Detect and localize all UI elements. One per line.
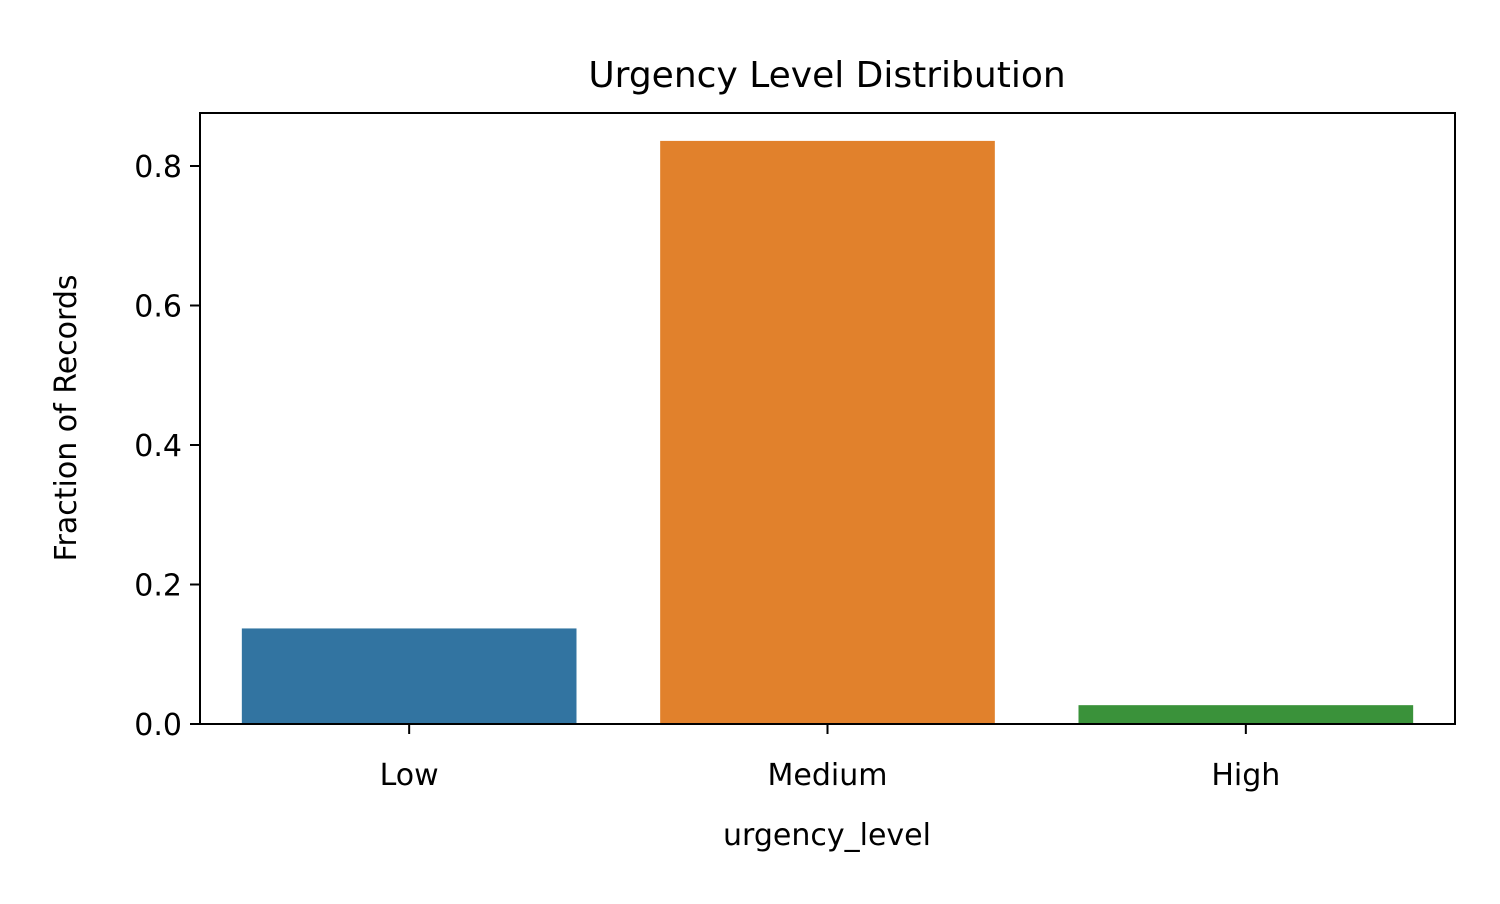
x-tick-label: Low <box>380 758 439 793</box>
bar-medium <box>660 140 995 724</box>
y-tick-label: 0.4 <box>134 429 182 464</box>
y-tick-label: 0.8 <box>134 150 182 185</box>
y-tick-label: 0.0 <box>134 708 182 743</box>
bar-low <box>241 628 577 724</box>
bar-high <box>1078 705 1414 724</box>
plot-frame <box>199 112 1456 725</box>
x-axis-label: urgency_level <box>723 818 931 853</box>
x-axis: Low Medium High <box>380 724 1280 793</box>
y-axis: 0.0 0.2 0.4 0.6 0.8 <box>134 150 200 743</box>
chart-title: Urgency Level Distribution <box>588 55 1065 96</box>
y-axis-label: Fraction of Records <box>49 274 84 561</box>
x-tick-label: High <box>1211 758 1280 793</box>
bars-layer <box>241 140 1414 724</box>
y-tick-label: 0.2 <box>134 569 182 604</box>
x-tick-label: Medium <box>768 758 888 793</box>
y-tick-label: 0.6 <box>134 290 182 325</box>
